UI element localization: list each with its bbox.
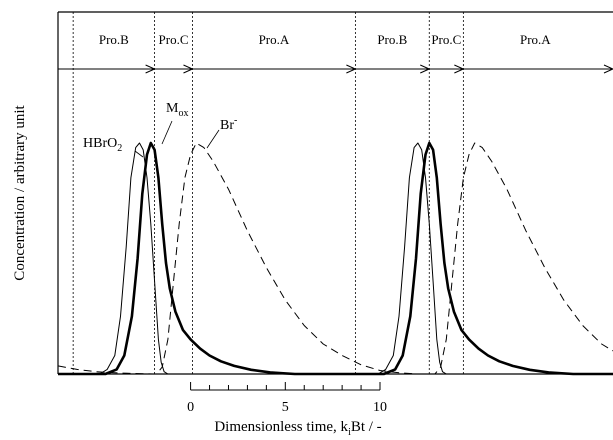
series-sup-br: -: [234, 115, 237, 126]
phase-arrows: [58, 65, 613, 73]
series-label-mox: Mox: [162, 101, 188, 144]
phase-labels: Pro.B Pro.C Pro.A Pro.B Pro.C Pro.A: [99, 32, 551, 47]
phase-label-2: Pro.A: [259, 32, 290, 47]
series-lines: [58, 143, 613, 374]
series-leader-hbro2: [135, 151, 143, 157]
scale-bar-label-1: 5: [282, 400, 289, 415]
series-sub-mox: ox: [178, 108, 188, 119]
svg-text:Mox: Mox: [166, 101, 188, 119]
series-name-mox: M: [166, 101, 179, 116]
series-sub-hbro2: 2: [117, 143, 122, 154]
series-name-br: Br: [220, 118, 234, 133]
x-axis-label-tail: Bt / -: [351, 419, 382, 435]
svg-text:Br-: Br-: [220, 115, 237, 133]
series-line-hbro2: [58, 143, 613, 374]
series-leader-br: [207, 130, 219, 148]
series-label-br: Br-: [207, 115, 237, 148]
time-scale-bar: 0 5 10: [187, 382, 387, 415]
phase-label-0: Pro.B: [99, 32, 129, 47]
x-axis-label: Dimensionless time, kiBt / -: [214, 419, 381, 438]
series-name-hbro2: HBrO: [83, 136, 117, 151]
x-axis-label-main: Dimensionless time, k: [214, 419, 348, 435]
phase-label-1: Pro.C: [159, 32, 189, 47]
series-leader-mox: [162, 121, 172, 144]
phase-label-4: Pro.C: [431, 32, 461, 47]
phase-label-5: Pro.A: [520, 32, 551, 47]
y-axis-label: Concentration / arbitrary unit: [12, 104, 28, 280]
series-label-hbro2: HBrO2: [83, 136, 143, 157]
svg-text:HBrO2: HBrO2: [83, 136, 122, 154]
scale-bar-label-0: 0: [187, 400, 194, 415]
phase-label-3: Pro.B: [377, 32, 407, 47]
scale-bar-label-2: 10: [373, 400, 387, 415]
series-line-mox: [58, 143, 613, 374]
series-line-br: [58, 143, 613, 374]
